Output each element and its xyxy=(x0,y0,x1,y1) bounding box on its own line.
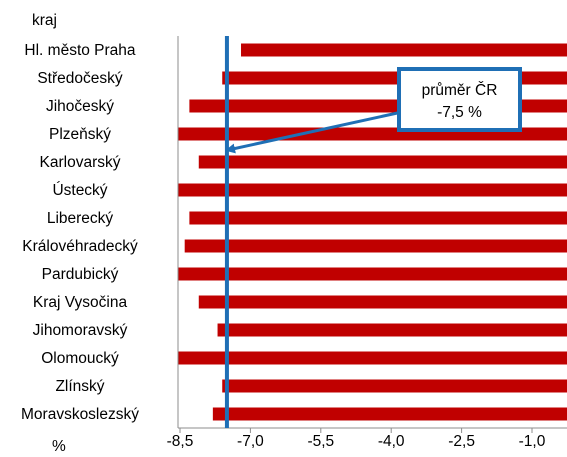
category-labels: Hl. město Praha Středočeský Jihočeský Plzeň… xyxy=(21,42,139,423)
category-label: Jihočeský xyxy=(46,98,114,115)
bar xyxy=(198,155,567,169)
category-label: Karlovarský xyxy=(40,154,121,171)
x-tick-marks xyxy=(179,428,533,433)
bar xyxy=(222,379,567,393)
y-axis-title: kraj xyxy=(32,12,57,29)
category-label: Ústecký xyxy=(52,182,107,199)
x-tick-label: -1,0 xyxy=(519,433,546,450)
category-label: Jihomoravský xyxy=(33,322,128,339)
bar xyxy=(189,211,567,225)
x-tick-label: -4,0 xyxy=(378,433,405,450)
x-axis-unit: % xyxy=(52,438,66,455)
bar xyxy=(184,239,567,253)
bar xyxy=(178,267,567,281)
annotation-arrow xyxy=(225,110,403,154)
category-label: Kraj Vysočina xyxy=(33,294,128,311)
x-tick-label: -7,0 xyxy=(237,433,264,450)
x-tick-label: -8,5 xyxy=(167,433,194,450)
annotation-box xyxy=(397,67,522,132)
x-tick-labels: -8,5 -7,0 -5,5 -4,0 -2,5 -1,0 xyxy=(167,433,546,450)
bar xyxy=(212,407,567,421)
category-label: Zlínský xyxy=(55,378,104,395)
category-label: Liberecký xyxy=(47,210,114,227)
x-tick-label: -5,5 xyxy=(307,433,334,450)
category-label: Plzeňský xyxy=(49,126,111,143)
category-label: Olomoucký xyxy=(41,350,119,367)
bar xyxy=(241,43,567,57)
x-tick-label: -2,5 xyxy=(448,433,475,450)
bar xyxy=(198,295,567,309)
category-label: Pardubický xyxy=(42,266,119,283)
annotation-line1: průměr ČR xyxy=(422,82,498,99)
bar xyxy=(217,323,567,337)
category-label: Středočeský xyxy=(37,70,123,87)
annotation-line2: -7,5 % xyxy=(437,104,482,121)
bar xyxy=(178,183,567,197)
category-label: Moravskoslezský xyxy=(21,406,139,423)
bar xyxy=(178,351,567,365)
category-label: Královéhradecký xyxy=(22,238,138,255)
category-label: Hl. město Praha xyxy=(24,42,136,59)
bars-group xyxy=(178,43,567,421)
